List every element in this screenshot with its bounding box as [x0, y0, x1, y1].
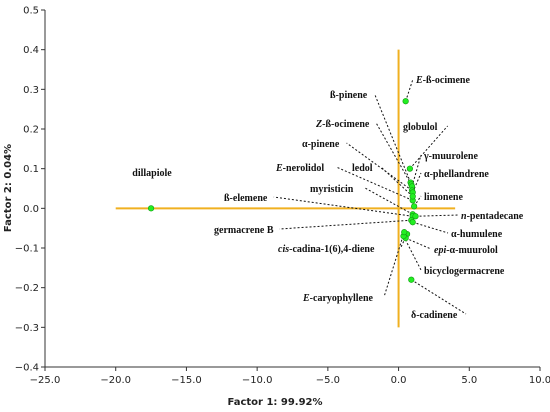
- x-tick-label: −25.0: [30, 375, 61, 386]
- x-tick-label: 5.0: [461, 375, 477, 386]
- leader-line: [335, 166, 413, 201]
- leader-line: [411, 279, 467, 315]
- point-label: dillapiole: [132, 168, 172, 179]
- x-tick-label: −15.0: [171, 375, 202, 386]
- point-labels: dillapiole E-ß-ocimene globulol ß-pinene Z-ß…: [132, 75, 524, 321]
- point-label: α-phellandrene: [424, 169, 489, 180]
- leader-line: [383, 231, 405, 298]
- leader-lines: [273, 78, 467, 315]
- leader-line: [273, 196, 413, 217]
- leader-line: [405, 237, 432, 250]
- data-point: [402, 98, 409, 105]
- y-tick-label: −0.2: [15, 283, 39, 294]
- y-tick-label: 0.1: [23, 164, 39, 175]
- point-label: α-humulene: [451, 229, 503, 240]
- leader-line: [405, 78, 414, 102]
- y-tick-label: 0.4: [23, 45, 39, 56]
- y-tick-label: −0.3: [15, 323, 39, 334]
- point-label: Z-ß-ocimene: [315, 119, 370, 130]
- x-tick-label: 0.0: [391, 375, 407, 386]
- point-label: globulol: [403, 122, 438, 133]
- y-tick-label: −0.1: [15, 244, 39, 255]
- point-label: ledol: [352, 163, 373, 174]
- leader-line: [380, 166, 414, 197]
- point-label: γ-muurolene: [423, 151, 478, 162]
- leader-line: [411, 154, 422, 187]
- x-tick-label: 10.0: [529, 375, 550, 386]
- leader-line: [403, 235, 422, 271]
- point-label: germacrene B: [214, 225, 274, 236]
- data-point: [408, 276, 415, 283]
- point-label: cis-cadina-1(6),4-diene: [278, 244, 375, 255]
- data-point: [409, 193, 416, 200]
- y-tick-label: −0.4: [15, 363, 39, 374]
- data-point: [409, 219, 416, 226]
- x-tick-label: −20.0: [100, 375, 131, 386]
- leader-line: [412, 221, 449, 234]
- point-label: ß-elemene: [224, 193, 268, 204]
- leader-line: [412, 172, 422, 193]
- y-tick-label: 0.2: [23, 125, 39, 136]
- point-label: bicyclogermacrene: [424, 266, 505, 277]
- leader-line: [374, 93, 412, 183]
- leader-line: [279, 219, 412, 230]
- data-points: [147, 98, 419, 283]
- y-tick-label: 0.0: [23, 204, 39, 215]
- data-point: [411, 203, 418, 210]
- leader-line: [415, 214, 459, 217]
- leader-line: [364, 187, 413, 215]
- data-point: [147, 205, 155, 212]
- point-label: E-caryophyllene: [302, 293, 374, 304]
- x-tick-label: −5.0: [316, 375, 340, 386]
- data-point: [412, 213, 419, 220]
- leader-line: [400, 233, 408, 249]
- y-tick-label: 0.5: [23, 6, 39, 17]
- point-label: α-pinene: [302, 139, 340, 150]
- y-tick-label: 0.3: [23, 85, 39, 96]
- data-point: [401, 229, 408, 236]
- point-label: epi-α-muurolol: [434, 245, 498, 256]
- point-label: E-ß-ocimene: [415, 75, 470, 86]
- x-axis-title: Factor 1: 99.92%: [227, 397, 322, 408]
- point-label: E-nerolidol: [275, 163, 324, 174]
- point-label: n-pentadecane: [461, 211, 524, 222]
- point-label: δ-cadinene: [411, 310, 458, 321]
- point-label: limonene: [424, 192, 463, 203]
- point-label: ß-pinene: [330, 90, 368, 101]
- x-tick-label: −10.0: [242, 375, 273, 386]
- point-label: myristicin: [310, 184, 354, 195]
- data-point: [406, 165, 413, 172]
- leader-line: [346, 142, 413, 191]
- y-axis-title: Factor 2: 0.04%: [3, 144, 14, 232]
- leader-line: [409, 125, 448, 169]
